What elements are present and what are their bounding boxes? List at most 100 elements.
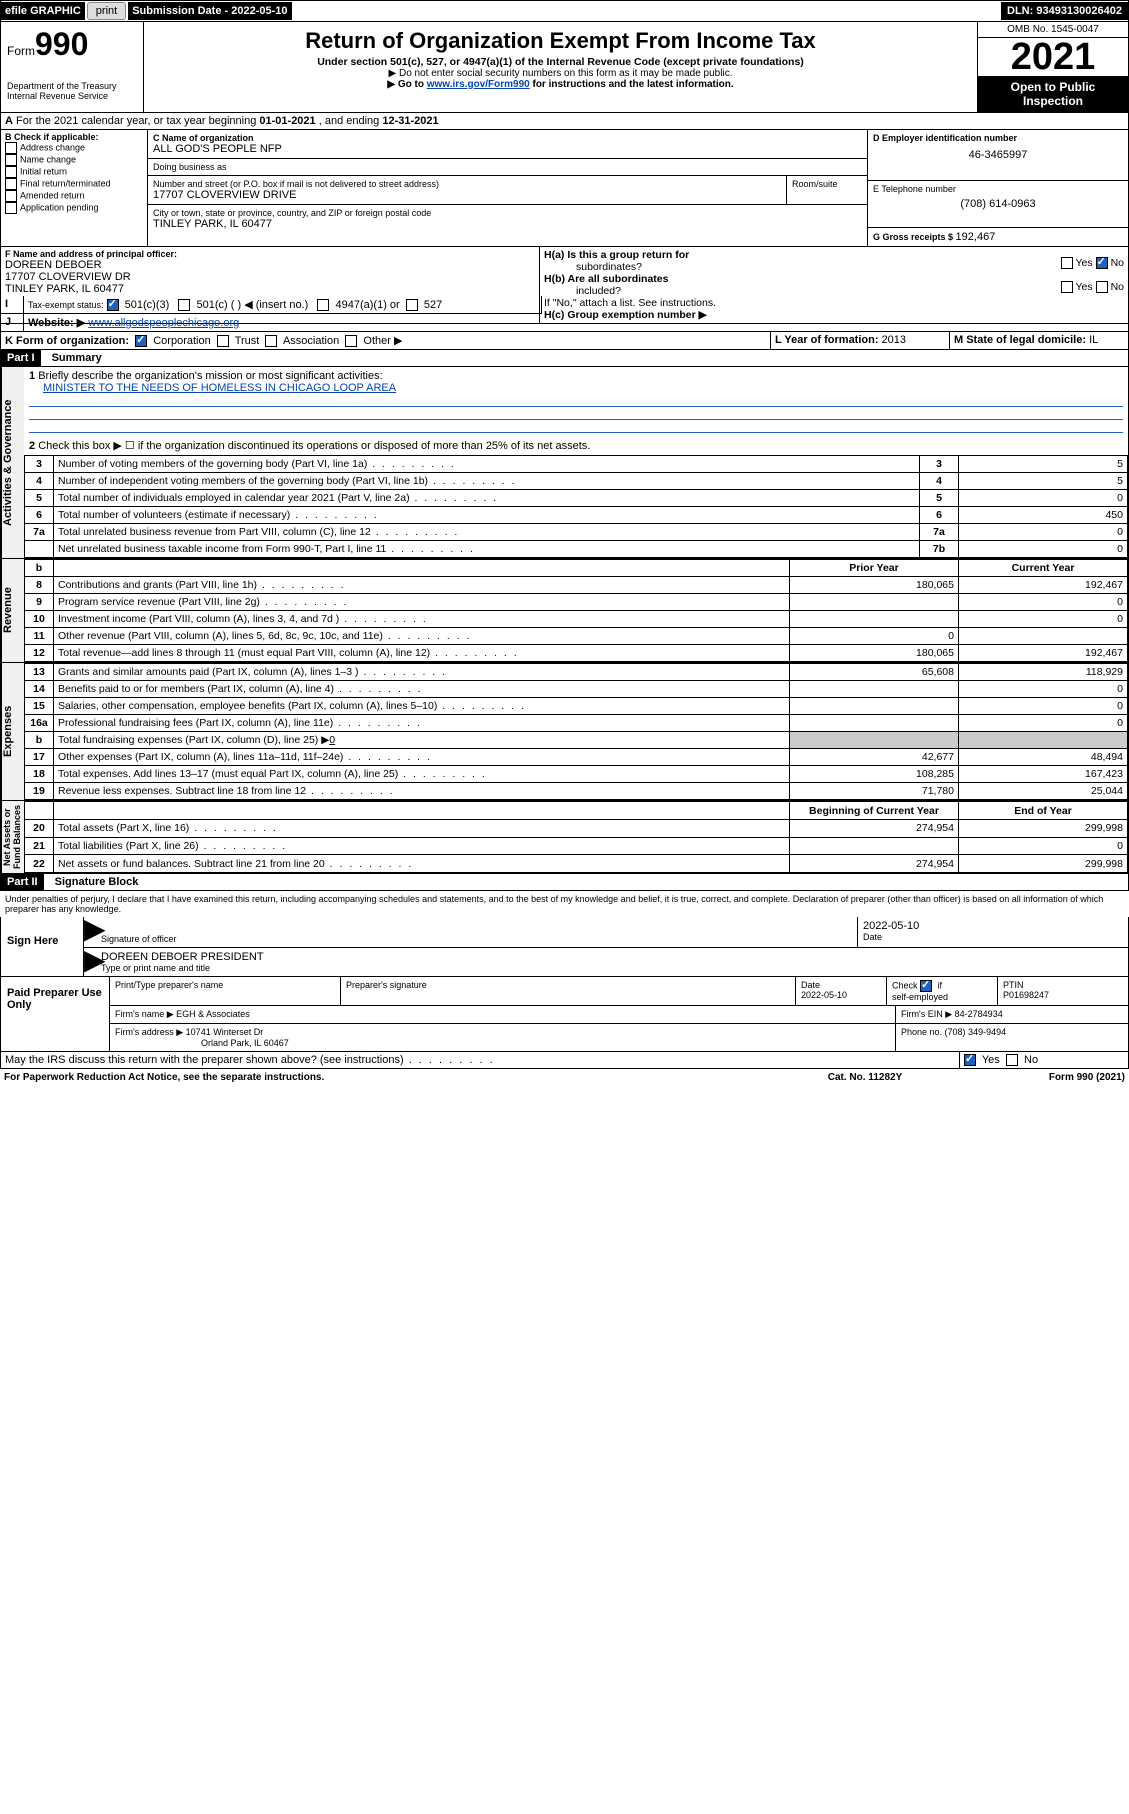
org-name: ALL GOD'S PEOPLE NFP [153, 143, 862, 155]
section-h: H(a) Is this a group return forsubordina… [540, 247, 1128, 323]
b-opt-3: Final return/terminated [20, 178, 111, 188]
no-label2: No [1111, 281, 1124, 293]
self-employed-checkbox[interactable] [920, 980, 932, 992]
rev-table: bPrior YearCurrent Year 8Contributions a… [24, 559, 1128, 662]
na-side-label: Net Assets or Fund Balances [1, 801, 24, 873]
ha-no-checkbox[interactable] [1096, 257, 1108, 269]
prep-date-value: 2022-05-10 [801, 990, 847, 1000]
no-label: No [1111, 257, 1124, 269]
prep-name-label: Print/Type preparer's name [110, 977, 341, 1005]
part1-header: Part I Summary [0, 350, 1129, 367]
d-label: D Employer identification number [873, 133, 1123, 143]
line-j: J Website: ▶ www.allgodspeoplechicago.or… [0, 314, 1129, 332]
cat-no: Cat. No. 11282Y [765, 1072, 965, 1083]
final-return-checkbox[interactable] [5, 178, 17, 190]
website-link[interactable]: www.allgodspeoplechicago.org [88, 317, 239, 329]
part2-title: Signature Block [47, 876, 139, 888]
ha-yes-checkbox[interactable] [1061, 257, 1073, 269]
table-row: 10Investment income (Part VIII, column (… [25, 611, 1128, 628]
501c3-checkbox[interactable] [107, 299, 119, 311]
initial-return-checkbox[interactable] [5, 166, 17, 178]
g-label: G Gross receipts $ [873, 232, 956, 242]
app-pending-checkbox[interactable] [5, 202, 17, 214]
goto-note: ▶ Go to www.irs.gov/Form990 for instruct… [148, 79, 973, 90]
amended-checkbox[interactable] [5, 190, 17, 202]
table-row: 18Total expenses. Add lines 13–17 (must … [25, 766, 1128, 783]
hb-label: H(b) Are all subordinates [544, 273, 668, 285]
table-row: 13Grants and similar amounts paid (Part … [25, 664, 1128, 681]
sub-label: Submission Date - [132, 5, 231, 17]
print-button[interactable]: print [87, 2, 126, 20]
j-label: Website: ▶ [28, 317, 85, 329]
line-2: 2 Check this box ▶ ☐ if the organization… [24, 436, 1128, 455]
a-mid: , and ending [316, 115, 383, 127]
501c-checkbox[interactable] [178, 299, 190, 311]
cy-header: Current Year [959, 560, 1128, 577]
e-label: E Telephone number [873, 184, 1123, 194]
sign-here-label: Sign Here [1, 917, 84, 976]
paid-preparer-label: Paid Preparer Use Only [1, 977, 110, 1051]
paid-preparer-block: Paid Preparer Use Only Print/Type prepar… [0, 977, 1129, 1052]
assoc-checkbox[interactable] [265, 335, 277, 347]
self-emp-label: self-employed [892, 992, 948, 1002]
check-label: Check [892, 981, 918, 991]
table-row: 5Total number of individuals employed in… [25, 490, 1128, 507]
officer-addr1: 17707 CLOVERVIEW DR [5, 271, 535, 283]
table-row: 4Number of independent voting members of… [25, 473, 1128, 490]
phone-value: (708) 614-0963 [873, 198, 1123, 210]
ptin-label: PTIN [1003, 980, 1024, 990]
year-formation: 2013 [882, 334, 906, 346]
name-change-checkbox[interactable] [5, 154, 17, 166]
l2-text: Check this box ▶ ☐ if the organization d… [38, 440, 590, 452]
table-row: Net unrelated business taxable income fr… [25, 541, 1128, 558]
i-o1: 501(c)(3) [125, 299, 170, 311]
rev-b: b [25, 560, 54, 577]
discuss-yes-checkbox[interactable] [964, 1054, 976, 1066]
table-row: 20Total assets (Part X, line 16)274,9542… [25, 819, 1128, 837]
if-label: if [938, 981, 943, 991]
yes-label2: Yes [1076, 281, 1093, 293]
boy-header: Beginning of Current Year [790, 802, 959, 820]
open-inspection: Open to PublicInspection [978, 76, 1128, 112]
table-row: 9Program service revenue (Part VIII, lin… [25, 594, 1128, 611]
summary-section: Activities & Governance 1 Briefly descri… [0, 367, 1129, 559]
discuss-no-checkbox[interactable] [1006, 1054, 1018, 1066]
bcdeg-block: B Check if applicable: Address change Na… [0, 130, 1129, 247]
hb-no-checkbox[interactable] [1096, 281, 1108, 293]
addr-change-checkbox[interactable] [5, 142, 17, 154]
firm-name: EGH & Associates [176, 1009, 250, 1019]
table-row: 6Total number of volunteers (estimate if… [25, 507, 1128, 524]
hb-yes-checkbox[interactable] [1061, 281, 1073, 293]
discuss-text: May the IRS discuss this return with the… [5, 1054, 404, 1066]
perjury-text: Under penalties of perjury, I declare th… [0, 891, 1129, 917]
k-o1: Corporation [153, 335, 210, 347]
discuss-no: No [1024, 1054, 1038, 1066]
trust-checkbox[interactable] [217, 335, 229, 347]
l16b-value: 0 [329, 734, 335, 746]
i-label: Tax-exempt status: [28, 300, 104, 310]
527-checkbox[interactable] [406, 299, 418, 311]
form-subtitle: Under section 501(c), 527, or 4947(a)(1)… [148, 56, 973, 68]
corp-checkbox[interactable] [135, 335, 147, 347]
exp-table: 13Grants and similar amounts paid (Part … [24, 663, 1128, 800]
mission-link[interactable]: MINISTER TO THE NEEDS OF HOMELESS IN CHI… [43, 382, 396, 394]
top-bar: efile GRAPHIC print Submission Date - 20… [0, 0, 1129, 22]
revenue-section: Revenue bPrior YearCurrent Year 8Contrib… [0, 559, 1129, 663]
dba-label: Doing business as [153, 162, 862, 172]
h-note: If "No," attach a list. See instructions… [544, 297, 1124, 309]
firm-addr1: 10741 Winterset Dr [186, 1027, 264, 1037]
header-center: Return of Organization Exempt From Incom… [144, 22, 977, 112]
firm-name-label: Firm's name ▶ [115, 1009, 174, 1019]
table-row: 21Total liabilities (Part X, line 26)0 [25, 837, 1128, 855]
other-checkbox[interactable] [345, 335, 357, 347]
4947-checkbox[interactable] [317, 299, 329, 311]
firm-phone-label: Phone no. [901, 1027, 945, 1037]
city-value: TINLEY PARK, IL 60477 [153, 218, 862, 230]
b-label: B Check if applicable: [5, 132, 143, 142]
dln-value: 93493130026402 [1036, 5, 1122, 17]
rev-side-label: Revenue [1, 559, 24, 662]
ha2-label: subordinates? [544, 261, 1061, 273]
irs-link[interactable]: www.irs.gov/Form990 [427, 79, 530, 90]
part1-title: Summary [44, 352, 102, 364]
hb2-label: included? [544, 285, 1061, 297]
